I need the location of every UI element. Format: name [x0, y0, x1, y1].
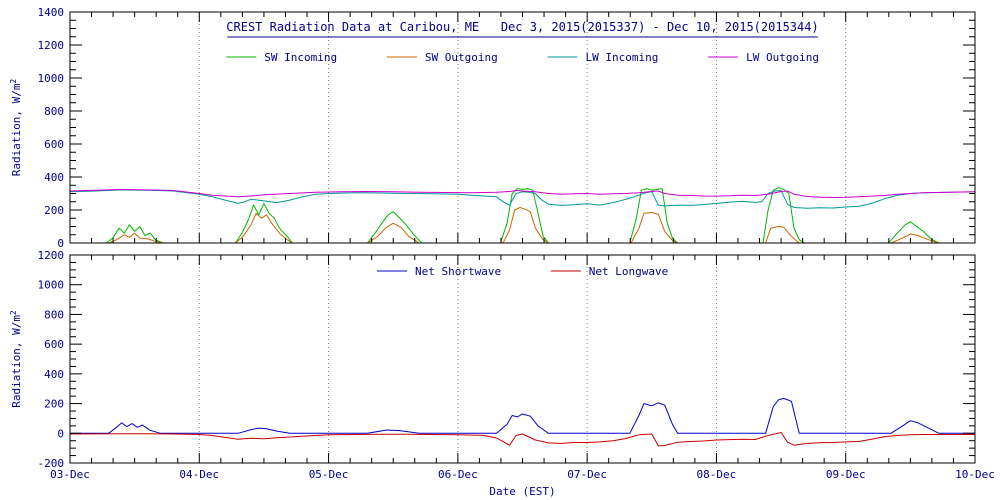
- series-line-lw-incoming: [70, 189, 975, 209]
- axis-ticks: [69, 254, 976, 464]
- y-tick-label: 0: [57, 237, 64, 250]
- y-tick-label: 1200: [38, 39, 65, 52]
- y-tick-label: 800: [44, 308, 64, 321]
- series-line-lw-outgoing: [70, 188, 975, 198]
- x-tick-label: 06-Dec: [438, 468, 478, 481]
- x-tick-label: 10-Dec: [955, 468, 995, 481]
- y-axis-title: Radiation, W/m2: [9, 79, 23, 177]
- x-axis-title: Date (EST): [489, 485, 555, 498]
- legend-label: SW Incoming: [264, 51, 337, 64]
- legend-label: SW Outgoing: [425, 51, 498, 64]
- y-tick-label: 800: [44, 105, 64, 118]
- chart-title: CREST Radiation Data at Caribou, ME Dec …: [226, 20, 818, 34]
- gridlines: [198, 255, 847, 463]
- y-tick-label: 400: [44, 368, 64, 381]
- y-tick-label: -200: [38, 457, 65, 470]
- y-axis-title: Radiation, W/m2: [9, 310, 23, 408]
- legend-label: Net Shortwave: [415, 265, 501, 278]
- legend-label: LW Outgoing: [746, 51, 819, 64]
- panel-1: 0 200 400 600 800 1000 1200 1400 Radiation, W/m2…: [9, 6, 976, 250]
- axis-ticks: [69, 11, 976, 244]
- series-group: [70, 187, 975, 243]
- panel-2: -200 0 200 400 600 800 1000 1200 03-Dec 04-Dec 05-…: [9, 249, 995, 498]
- legend-label: LW Incoming: [586, 51, 659, 64]
- legend: Net Shortwave Net Longwave: [377, 265, 668, 278]
- y-tick-label: 0: [57, 427, 64, 440]
- y-tick-label: 1200: [38, 249, 65, 262]
- x-tick-label: 09-Dec: [826, 468, 866, 481]
- plot-border: [69, 254, 976, 464]
- y-tick-label: 400: [44, 171, 64, 184]
- series-line-net-shortwave: [70, 397, 975, 434]
- x-tick-label: 08-Dec: [697, 468, 737, 481]
- legend: SW Incoming SW Outgoing LW Incoming LW Outg…: [226, 51, 819, 64]
- y-tick-label: 600: [44, 138, 64, 151]
- y-tick-label: 600: [44, 338, 64, 351]
- y-tick-label: 1000: [38, 279, 65, 292]
- y-tick-label: 200: [44, 204, 64, 217]
- series-line-sw-outgoing: [70, 207, 975, 243]
- x-tick-label: 07-Dec: [567, 468, 607, 481]
- y-tick-label: 1000: [38, 72, 65, 85]
- x-tick-label: 04-Dec: [179, 468, 219, 481]
- x-tick-label: 05-Dec: [309, 468, 349, 481]
- gridlines: [198, 12, 847, 243]
- y-tick-label: 1400: [38, 6, 65, 19]
- y-tick-label: 200: [44, 398, 64, 411]
- x-tick-label: 03-Dec: [50, 468, 90, 481]
- legend-label: Net Longwave: [589, 265, 668, 278]
- series-line-net-longwave: [70, 432, 975, 447]
- series-group: [70, 397, 975, 447]
